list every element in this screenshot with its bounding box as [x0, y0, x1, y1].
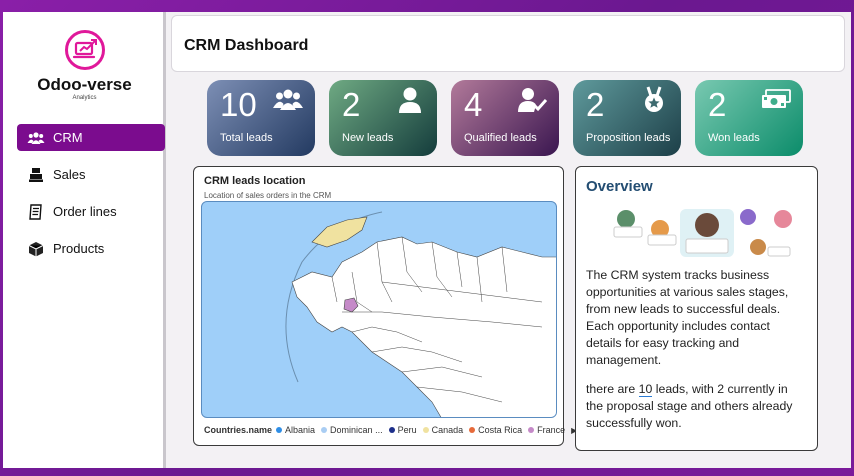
overview-title: Overview — [586, 178, 653, 195]
page-header: CRM Dashboard — [171, 15, 845, 72]
legend-item-label: Dominican ... — [330, 425, 383, 435]
kpi-value: 4 — [464, 86, 483, 123]
kpi-value: 2 — [586, 86, 605, 123]
map-subtitle: Location of sales orders in the CRM — [204, 191, 332, 200]
sidebar-item-label: Products — [53, 241, 105, 256]
landmass-europe-africa — [291, 236, 556, 417]
legend-item-label: Costa Rica — [478, 425, 523, 435]
legend-item[interactable]: Dominican ... — [321, 425, 383, 435]
lead-count-link[interactable]: 10 — [638, 382, 653, 397]
legend-item[interactable]: Canada — [422, 425, 464, 435]
sidebar-item-order-lines[interactable]: Order lines — [17, 198, 165, 225]
legend-title: Countries.name — [204, 425, 273, 435]
legend-item-label: France — [537, 425, 566, 435]
sidebar-item-label: CRM — [53, 130, 83, 145]
users-icon — [273, 86, 303, 114]
legend-item-label: Peru — [397, 425, 417, 435]
sidebar: Odoo-verse Analytics CRM Sales Order lin… — [3, 12, 166, 468]
overview-paragraph-1: The CRM system tracks business opportuni… — [586, 268, 789, 367]
legend-dot — [528, 427, 535, 433]
box-icon — [27, 241, 45, 257]
overview-paragraph-2: there are 10 leads, with 2 currently in … — [586, 381, 806, 432]
kpi-label: Won leads — [708, 132, 760, 144]
legend-item-label: Albania — [285, 425, 316, 435]
legend-dot — [276, 427, 283, 433]
legend-item[interactable]: Costa Rica — [469, 425, 522, 435]
legend-item[interactable]: Peru — [388, 425, 417, 435]
sidebar-item-label: Sales — [53, 167, 86, 182]
kpi-label: Qualified leads — [464, 132, 537, 144]
legend-item[interactable]: Albania — [276, 425, 315, 435]
receipt-icon — [27, 203, 45, 220]
map-visual[interactable] — [201, 201, 557, 418]
country-france — [343, 297, 359, 313]
overview-illustration — [608, 205, 798, 261]
legend-next-arrow-icon[interactable]: ▶ — [571, 426, 577, 435]
legend-dot — [321, 427, 328, 433]
legend-dot — [422, 427, 429, 433]
kpi-card-won-leads: 2 Won leads — [695, 80, 803, 156]
kpi-value: 2 — [708, 86, 727, 123]
map-legend: Countries.name Albania Dominican ... Per… — [204, 425, 577, 435]
overview-text: leads, with 2 currently in the proposal … — [586, 382, 793, 430]
kpi-value: 10 — [220, 86, 257, 123]
user-check-icon — [517, 86, 548, 114]
legend-dot — [469, 427, 476, 433]
sidebar-item-label: Order lines — [53, 204, 117, 219]
cash-register-icon — [27, 167, 45, 183]
sidebar-item-crm[interactable]: CRM — [17, 124, 165, 151]
sidebar-item-products[interactable]: Products — [17, 235, 165, 262]
kpi-label: Proposition leads — [586, 132, 671, 144]
app-frame: Odoo-verse Analytics CRM Sales Order lin… — [3, 12, 851, 468]
logo-title: Odoo-verse — [37, 75, 132, 94]
overview-text: there are — [586, 382, 639, 396]
money-bills-icon — [761, 86, 791, 114]
kpi-label: Total leads — [220, 132, 273, 144]
kpi-card-proposition-leads: 2 Proposition leads — [573, 80, 681, 156]
logo-icon — [65, 30, 105, 70]
kpi-label: New leads — [342, 132, 394, 144]
kpi-value: 2 — [342, 86, 361, 123]
overview-card: Overview The CRM system tracks business … — [575, 166, 818, 451]
map-title: CRM leads location — [204, 175, 306, 187]
kpi-card-new-leads: 2 New leads — [329, 80, 437, 156]
award-icon — [639, 86, 669, 114]
country-canada — [311, 216, 368, 248]
legend-item-label: Canada — [431, 425, 464, 435]
kpi-card-total-leads: 10 Total leads — [207, 80, 315, 156]
logo-subtitle: Analytics — [72, 95, 97, 101]
map-card: CRM leads location Location of sales ord… — [193, 166, 577, 446]
user-icon — [395, 86, 425, 114]
sidebar-item-sales[interactable]: Sales — [17, 161, 165, 188]
kpi-card-qualified-leads: 4 Qualified leads — [451, 80, 559, 156]
legend-item[interactable]: France — [528, 425, 565, 435]
legend-dot — [388, 427, 395, 433]
page-title: CRM Dashboard — [184, 37, 309, 54]
users-icon — [27, 130, 45, 146]
